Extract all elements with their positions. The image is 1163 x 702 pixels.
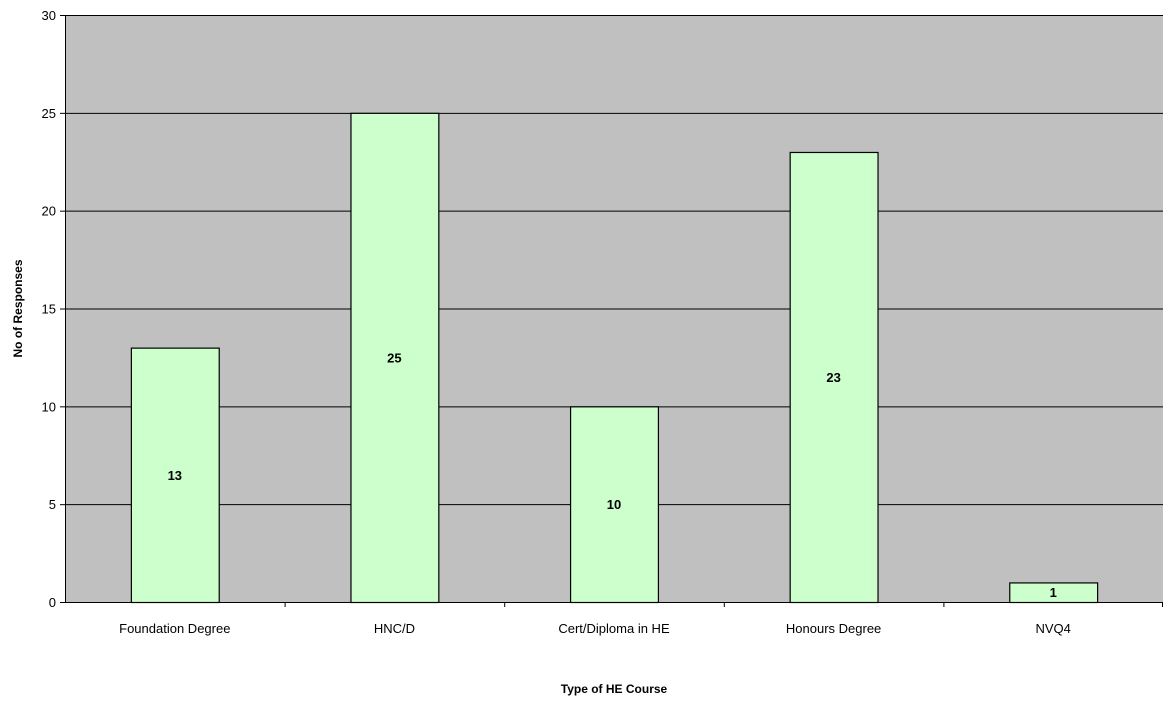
axes: 0 5 10 15 20 25 30 Foundation Degree HNC/D Cert/D… xyxy=(42,8,1163,636)
bar-data-label: 1 xyxy=(1050,585,1057,600)
data-labels: 13 25 10 23 1 xyxy=(168,350,1057,600)
bar-data-label: 10 xyxy=(607,497,621,512)
x-tick-label: HNC/D xyxy=(374,621,415,636)
x-tick-label: Cert/Diploma in HE xyxy=(558,621,670,636)
bar-data-label: 23 xyxy=(826,370,840,385)
bars xyxy=(130,112,1099,604)
y-tick-label: 0 xyxy=(49,595,56,610)
y-tick-label: 5 xyxy=(49,497,56,512)
x-axis-title: Type of HE Course xyxy=(561,682,668,696)
bar xyxy=(130,347,220,604)
x-tick-label: Honours Degree xyxy=(786,621,881,636)
bar-data-label: 25 xyxy=(387,350,401,365)
y-tick-label: 20 xyxy=(42,204,56,219)
x-tick-label: NVQ4 xyxy=(1035,621,1070,636)
y-tick-label: 30 xyxy=(42,8,56,23)
y-tick-label: 15 xyxy=(42,302,56,317)
y-tick-label: 25 xyxy=(42,106,56,121)
y-tick-label: 10 xyxy=(42,399,56,414)
x-tick-label: Foundation Degree xyxy=(119,621,230,636)
y-axis-title: No of Responses xyxy=(11,259,25,357)
bar-data-label: 13 xyxy=(168,468,182,483)
